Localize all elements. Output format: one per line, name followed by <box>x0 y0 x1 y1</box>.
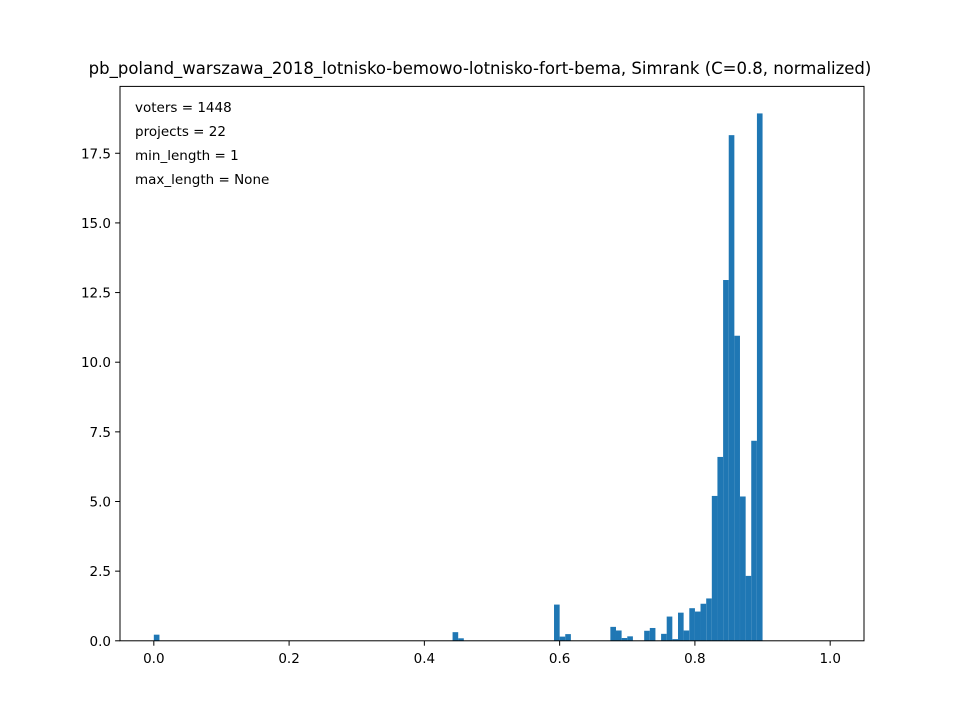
histogram-bar <box>751 440 757 641</box>
annotation-line: max_length = None <box>135 172 269 188</box>
x-tick-label: 0.0 <box>143 651 164 667</box>
x-tick-label: 0.6 <box>549 651 570 667</box>
annotation-line: min_length = 1 <box>135 148 239 164</box>
histogram-bar <box>740 496 746 641</box>
histogram-bar <box>734 335 740 641</box>
histogram-bar <box>723 280 729 641</box>
y-tick-label: 17.5 <box>81 146 111 162</box>
y-tick-label: 2.5 <box>90 564 111 580</box>
x-tick-label: 1.0 <box>819 651 840 667</box>
histogram-bar <box>717 456 724 641</box>
annotation-line: projects = 22 <box>135 124 226 140</box>
x-axis: 0.0 0.2 0.4 0.6 0.8 1.0 <box>143 640 841 667</box>
histogram-bar <box>745 575 752 641</box>
histogram-bar <box>644 630 650 641</box>
histogram-bar <box>683 630 690 641</box>
histogram-bar <box>694 611 701 641</box>
histogram-bar <box>678 612 684 641</box>
x-tick-label: 0.4 <box>414 651 435 667</box>
y-tick-label: 7.5 <box>90 425 111 441</box>
histogram-bar <box>672 639 679 641</box>
y-axis: 0.0 2.5 5.0 7.5 10.0 12.5 15.0 17.5 <box>81 146 120 650</box>
histogram-bar <box>565 634 571 641</box>
histogram-bar <box>554 604 560 641</box>
y-tick-label: 0.0 <box>90 634 111 650</box>
x-tick-label: 0.2 <box>278 651 299 667</box>
y-tick-label: 15.0 <box>81 216 111 232</box>
annotation-line: voters = 1448 <box>135 100 232 116</box>
chart-title: pb_poland_warszawa_2018_lotnisko-bemowo-… <box>89 59 872 79</box>
histogram-bar <box>627 636 633 641</box>
plot-frame <box>119 85 865 642</box>
histogram-bar <box>615 630 622 641</box>
histogram-bar <box>610 626 616 641</box>
x-tick-label: 0.8 <box>684 651 705 667</box>
histogram-bar <box>452 632 459 641</box>
y-tick-label: 12.5 <box>81 286 111 302</box>
histogram-bar <box>661 633 667 641</box>
y-tick-label: 10.0 <box>81 355 111 371</box>
bars-group <box>153 113 763 641</box>
histogram-bar <box>700 603 707 641</box>
annotation-box: voters = 1448 projects = 22 min_length = 1… <box>135 100 269 188</box>
histogram-bar <box>153 634 160 641</box>
histogram-bar <box>458 638 464 641</box>
histogram-bar <box>649 627 656 641</box>
histogram-bar <box>711 495 718 641</box>
histogram-bar <box>728 135 735 641</box>
histogram-bar <box>559 636 566 641</box>
histogram-bar <box>621 638 628 641</box>
histogram-bar <box>756 113 763 641</box>
y-tick-label: 5.0 <box>90 495 111 511</box>
histogram-bar <box>666 616 673 641</box>
histogram-bar <box>689 608 695 641</box>
histogram-bar <box>706 598 712 641</box>
